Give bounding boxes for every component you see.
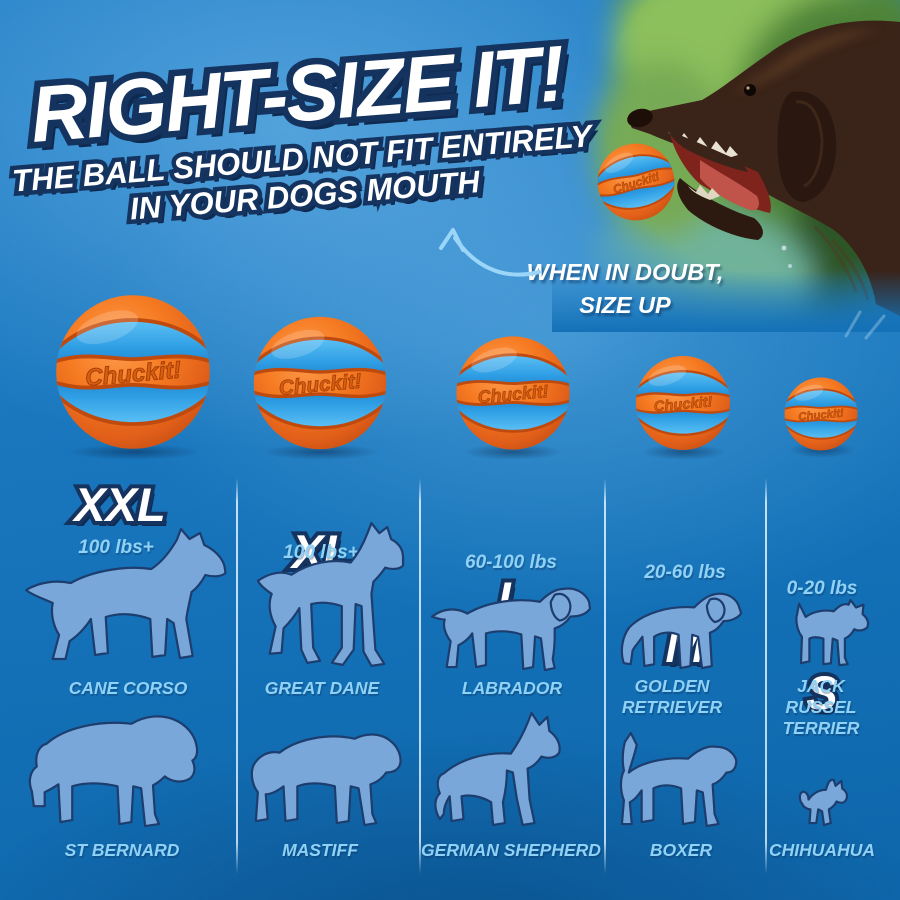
breed-golden-retriever: GOLDEN RETRIEVER bbox=[621, 676, 723, 717]
weight-m: 20-60 lbs bbox=[644, 562, 726, 583]
dog-silhouette-labrador bbox=[430, 575, 592, 674]
ball-m bbox=[634, 354, 732, 452]
chocolate-lab-head bbox=[584, 20, 900, 316]
dog-silhouette-cane-corso bbox=[22, 524, 234, 676]
dog-photo bbox=[552, 0, 900, 332]
dog-silhouette-chihuahua bbox=[796, 776, 852, 829]
dog-silhouette-german-shepherd bbox=[426, 710, 572, 827]
ball-l bbox=[454, 334, 572, 452]
dog-silhouette-boxer bbox=[617, 731, 757, 828]
ball-xxl bbox=[53, 292, 213, 452]
size-xxl-outline: XXL bbox=[70, 477, 169, 532]
size-label-xxl: XXL XXL bbox=[0, 477, 570, 532]
breed-great-dane: GREAT DANE bbox=[264, 678, 380, 698]
weight-s: 0-20 lbs bbox=[786, 578, 858, 599]
ball-shadow-xl bbox=[262, 444, 380, 460]
dog-silhouette-st-bernard bbox=[24, 694, 216, 831]
breed-boxer: BOXER bbox=[649, 840, 713, 860]
hint-text: WHEN IN DOUBT, SIZE UP bbox=[520, 256, 730, 322]
size-s-outline: S bbox=[802, 665, 841, 720]
breed-jack-russel-terrier: JACK RUSSEL TERRIER bbox=[782, 676, 860, 738]
breed-cane-corso: CANE CORSO bbox=[68, 678, 188, 698]
hint-line1: WHEN IN DOUBT, bbox=[526, 259, 724, 285]
dog-silhouette-mastiff bbox=[246, 707, 402, 828]
weight-xxl: 100 lbs+ bbox=[78, 537, 154, 558]
weight-l: 60-100 lbs bbox=[465, 552, 557, 573]
breed-mastiff: MASTIFF bbox=[282, 840, 358, 860]
ball-xl bbox=[251, 314, 389, 452]
dog-silhouette-jack-russell bbox=[787, 599, 871, 667]
column-divider-3 bbox=[604, 478, 606, 874]
breed-st-bernard: ST BERNARD bbox=[64, 840, 180, 860]
ball-shadow-m bbox=[642, 444, 726, 460]
curved-arrow-icon bbox=[439, 228, 541, 277]
breed-chihuahua: CHIHUAHUA bbox=[769, 840, 875, 860]
size-s-text: S bbox=[806, 666, 838, 719]
shine-marks bbox=[844, 310, 886, 340]
column-divider-1 bbox=[236, 478, 238, 874]
breed-german-shepherd: GERMAN SHEPHERD bbox=[421, 840, 601, 860]
weight-xl: 100 lbs+ bbox=[283, 542, 359, 563]
column-divider-4 bbox=[765, 478, 767, 874]
size-label-s: S S bbox=[372, 665, 900, 720]
ball-shadow-l bbox=[463, 444, 563, 460]
hint-line2: SIZE UP bbox=[579, 291, 671, 318]
photo-bottom-fade bbox=[552, 270, 900, 332]
ball-s bbox=[783, 376, 859, 452]
dog-silhouette-great-dane bbox=[248, 520, 406, 674]
column-divider-2 bbox=[419, 478, 421, 874]
headline-block: RIGHT-SIZE IT! RIGHT-SIZE IT! THE BALL S… bbox=[3, 22, 598, 236]
ball-shadow-xxl bbox=[66, 444, 202, 460]
size-xxl-text: XXL bbox=[74, 478, 166, 531]
breed-labrador: LABRADOR bbox=[461, 678, 563, 698]
dog-silhouette-golden-retriever bbox=[616, 579, 748, 672]
